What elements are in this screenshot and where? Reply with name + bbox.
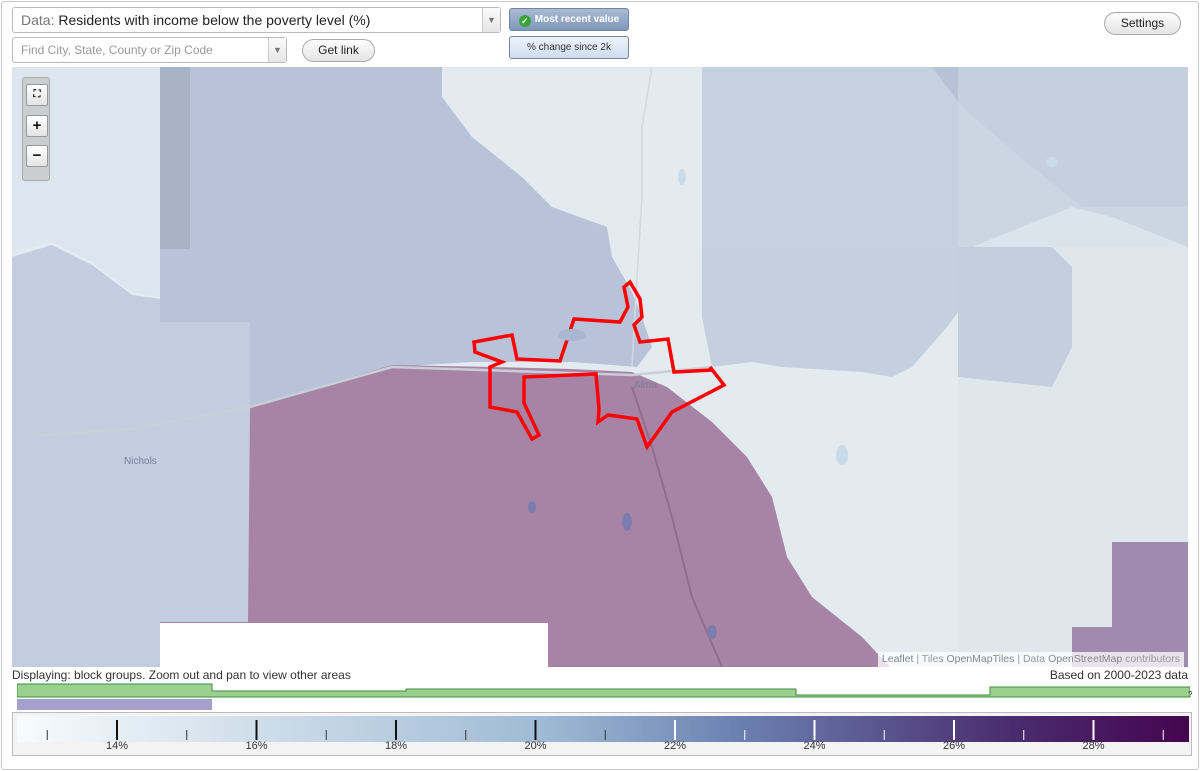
legend-tick-label: 28% [1082, 740, 1105, 752]
location-search-input[interactable] [13, 38, 263, 62]
place-label-nichols: Nichols [124, 456, 157, 467]
data-selector[interactable]: Data: Residents with income below the po… [12, 7, 501, 33]
legend-tick-label: 20% [524, 740, 547, 752]
attribution-sep1: | Tiles [913, 653, 947, 665]
water-body [836, 445, 848, 465]
settings-button[interactable]: Settings [1104, 12, 1181, 35]
region-west [12, 245, 250, 667]
check-icon: ✓ [518, 15, 531, 27]
zoom-out-button[interactable]: − [26, 145, 48, 167]
fullscreen-icon[interactable]: ⛶ [26, 84, 48, 106]
region-north-strip [160, 67, 190, 249]
road-highway [12, 365, 713, 439]
distribution-histogram [17, 683, 1190, 698]
color-legend: 14% 16% 18% 20% 22% 24% 26% 28% [12, 712, 1192, 756]
water-body [528, 501, 536, 513]
map-attribution: Leaflet | Tiles OpenMapTiles | Data Open… [877, 652, 1184, 667]
region-east-mid [958, 247, 1072, 387]
chevron-down-icon[interactable]: ▼ [268, 38, 286, 62]
zoom-in-button[interactable]: + [26, 115, 48, 137]
region-southeast-high [1072, 542, 1188, 667]
water-body [1046, 157, 1058, 167]
road-north [631, 67, 653, 368]
water-body [707, 625, 717, 639]
chevron-down-icon[interactable]: ▼ [482, 8, 500, 32]
water-body [558, 329, 586, 341]
get-link-button[interactable]: Get link [302, 39, 375, 62]
water-body [678, 169, 686, 185]
data-range-note: Based on 2000-2023 data [1049, 668, 1188, 682]
water-body [622, 513, 632, 531]
map-view[interactable]: Alma Nichols ⛶ + − Leaflet | Tiles OpenM… [12, 67, 1188, 667]
zoom-control: ⛶ + − [22, 77, 50, 181]
data-selector-label: Data: [21, 12, 55, 28]
percent-change-toggle[interactable]: % change since 2k [509, 36, 629, 59]
map-canvas[interactable]: Alma Nichols [12, 67, 1188, 667]
help-icon[interactable]: ? [1188, 690, 1193, 699]
region-northeast-block [702, 67, 952, 247]
attribution-sep2: | Data [1014, 653, 1049, 665]
legend-tick-label: 14% [105, 740, 129, 752]
most-recent-label: Most recent value [534, 14, 620, 25]
legend-tick-label: 18% [384, 740, 408, 752]
osm-link[interactable]: OpenStreetMap [1048, 653, 1123, 665]
legend-tick-label: 22% [663, 740, 687, 752]
legend-tick-label: 26% [942, 740, 966, 752]
region-no-data [160, 623, 548, 667]
selected-area-range [17, 699, 212, 710]
tiles-link[interactable]: OpenMapTiles [946, 653, 1015, 665]
legend-tick-label: 24% [803, 740, 826, 752]
road-south [631, 386, 723, 667]
place-label-alma: Alma [634, 380, 657, 391]
region-south-high [160, 365, 890, 667]
legend-gradient [17, 716, 1189, 742]
leaflet-link[interactable]: Leaflet [881, 653, 914, 665]
legend-ticks [46, 720, 1164, 740]
display-status: Displaying: block groups. Zoom out and p… [12, 668, 351, 682]
location-search[interactable]: ▼ [12, 37, 287, 63]
attribution-contributors: contributors [1122, 653, 1180, 665]
region-north [160, 67, 652, 407]
value-distribution [17, 683, 1190, 710]
legend-tick-label: 16% [245, 740, 268, 752]
data-selector-value: Residents with income below the poverty … [58, 12, 371, 28]
selected-area-outline[interactable] [472, 279, 727, 451]
region-east-block [958, 67, 1188, 247]
most-recent-toggle[interactable]: ✓ Most recent value [509, 8, 629, 31]
